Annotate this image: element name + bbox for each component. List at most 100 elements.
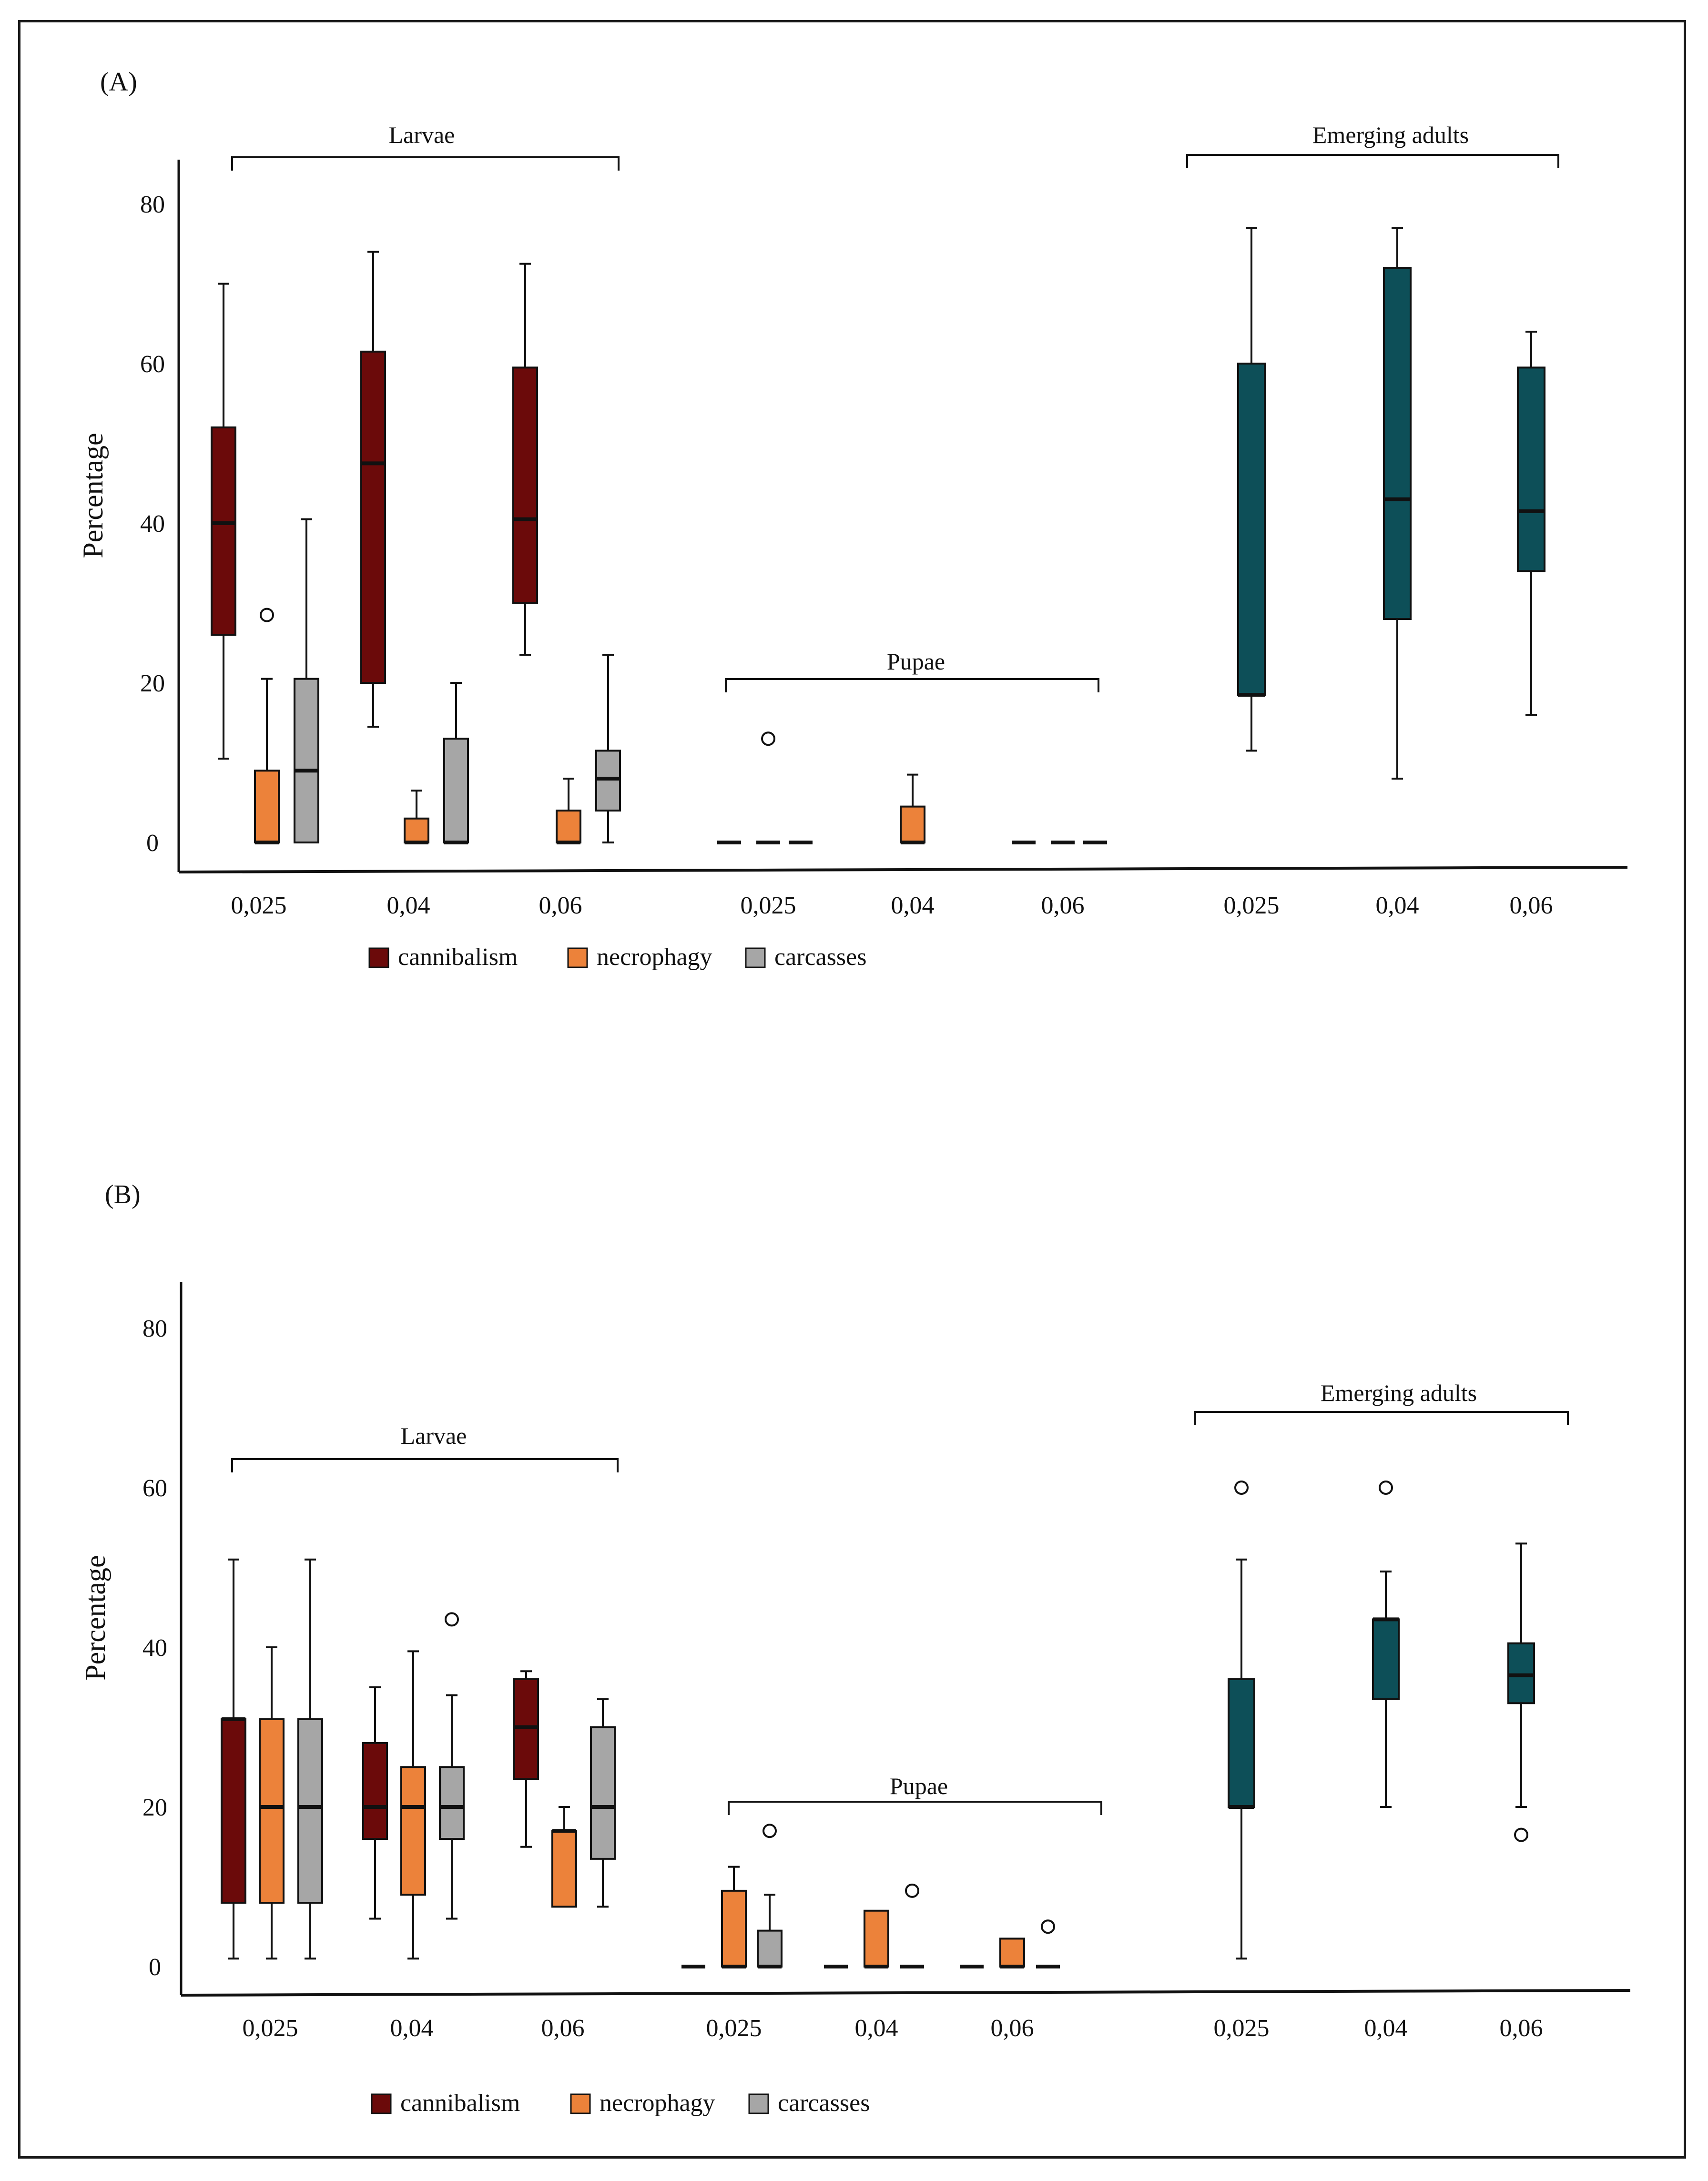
panel-a-y-tick-40: 40 bbox=[140, 510, 165, 538]
panel-a-larvae-necrophagy-2-box bbox=[556, 810, 581, 843]
panel-b-x-tick-0-1: 0,04 bbox=[390, 2015, 434, 2042]
panel-b-y-axis-label: Percentage bbox=[80, 1555, 111, 1680]
panel-a-bracket-0 bbox=[231, 156, 620, 171]
panel-b: (B) Percentage Larvae Pupae Emerging adu… bbox=[80, 1180, 1631, 2117]
panel-b-label: (B) bbox=[105, 1180, 141, 1209]
panel-b-pupae-necrophagy-2-box bbox=[999, 1938, 1025, 1968]
panel-a-larvae-label: Larvae bbox=[389, 122, 455, 148]
panel-a-larvae-necrophagy-0-box bbox=[254, 770, 280, 843]
panel-a-x-tick-1-1: 0,04 bbox=[891, 892, 935, 919]
panel-a-y-tick-80: 80 bbox=[140, 191, 165, 218]
panel-b-emerging-adults-adults-0-outlier-0 bbox=[1234, 1481, 1249, 1495]
panel-b-emerging-adults-adults-2-outlier-0 bbox=[1514, 1827, 1528, 1842]
panel-a-y-tick-0: 0 bbox=[146, 830, 159, 857]
panel-a-larvae-carcasses-0-box bbox=[294, 678, 319, 843]
panel-b-legend-swatch-necrophagy bbox=[570, 2093, 591, 2114]
panel-a-legend-swatch-carcasses bbox=[745, 947, 766, 968]
panel-a-pupae-label: Pupae bbox=[887, 648, 945, 675]
panel-a-larvae-carcasses-2-box bbox=[595, 750, 621, 812]
panel-b-legend-carcasses: carcasses bbox=[778, 2090, 870, 2117]
panel-a-x-tick-2-1: 0,04 bbox=[1376, 892, 1419, 919]
panel-a-legend-cannibalism: cannibalism bbox=[398, 943, 518, 971]
panel-b-adults-label: Emerging adults bbox=[1321, 1380, 1477, 1406]
panel-a-x-tick-2-2: 0,06 bbox=[1510, 892, 1553, 919]
panel-b-emerging-adults-adults-0-box bbox=[1228, 1678, 1255, 1808]
panel-b-legend-cannibalism: cannibalism bbox=[400, 2090, 520, 2117]
panel-a: (A) Percentage Larvae Pupae Emerging adu… bbox=[77, 67, 1628, 971]
panel-b-larvae-label: Larvae bbox=[401, 1422, 467, 1449]
panel-b-pupae-carcasses-2-outlier-0 bbox=[1041, 1919, 1055, 1934]
panel-a-pupae-necrophagy-1-box bbox=[900, 805, 925, 843]
panel-b-x-tick-1-1: 0,04 bbox=[855, 2015, 898, 2042]
panel-a-larvae-cannibalism-1-box bbox=[360, 350, 386, 684]
panel-a-x-tick-0-0: 0,025 bbox=[231, 892, 287, 919]
panel-a-emerging-adults-adults-0-box bbox=[1237, 363, 1266, 696]
panel-b-larvae-cannibalism-0-box bbox=[221, 1718, 246, 1904]
panel-b-emerging-adults-adults-2-box bbox=[1507, 1642, 1535, 1704]
panel-b-pupae-label: Pupae bbox=[890, 1773, 948, 1799]
panel-a-emerging-adults-adults-2-box bbox=[1517, 366, 1545, 572]
panel-a-x-tick-0-1: 0,04 bbox=[387, 892, 430, 919]
panel-b-pupae-necrophagy-0-box bbox=[721, 1889, 747, 1968]
panel-b-larvae-necrophagy-2-box bbox=[551, 1830, 577, 1908]
panel-b-x-axis bbox=[181, 1989, 1631, 1997]
panel-b-larvae-cannibalism-1-box bbox=[362, 1742, 388, 1840]
panel-a-legend-swatch-necrophagy bbox=[567, 947, 588, 968]
panel-a-bracket-2 bbox=[1186, 154, 1559, 168]
panel-b-emerging-adults-adults-1-outlier-0 bbox=[1379, 1481, 1393, 1495]
panel-b-x-tick-2-2: 0,06 bbox=[1500, 2015, 1543, 2042]
panel-b-pupae-necrophagy-1-box bbox=[864, 1909, 889, 1968]
panel-b-x-tick-0-0: 0,025 bbox=[243, 2015, 298, 2042]
panel-b-larvae-carcasses-0-box bbox=[297, 1718, 323, 1904]
panel-a-legend-carcasses: carcasses bbox=[774, 943, 866, 971]
panel-b-x-tick-2-1: 0,04 bbox=[1364, 2015, 1408, 2042]
panel-a-x-tick-1-0: 0,025 bbox=[741, 892, 796, 919]
panel-a-x-axis bbox=[178, 866, 1628, 873]
panel-b-pupae-carcasses-0-outlier-0 bbox=[762, 1824, 777, 1838]
panel-b-legend-swatch-cannibalism bbox=[371, 2093, 392, 2114]
panel-b-larvae-carcasses-2-box bbox=[590, 1726, 616, 1860]
panel-b-bracket-1 bbox=[728, 1801, 1102, 1815]
panel-b-y-tick-40: 40 bbox=[142, 1634, 167, 1662]
panel-b-y-tick-20: 20 bbox=[142, 1794, 167, 1821]
panel-b-bracket-0 bbox=[231, 1458, 619, 1472]
panel-a-y-tick-20: 20 bbox=[140, 670, 165, 697]
panel-b-x-tick-1-2: 0,06 bbox=[991, 2015, 1034, 2042]
panel-a-emerging-adults-adults-1-box bbox=[1383, 267, 1412, 620]
panel-a-x-tick-0-2: 0,06 bbox=[539, 892, 582, 919]
panel-a-x-tick-1-2: 0,06 bbox=[1041, 892, 1085, 919]
panel-b-emerging-adults-adults-1-box bbox=[1372, 1618, 1400, 1700]
panel-a-pupae-necrophagy-0-outlier-0 bbox=[761, 731, 775, 746]
panel-b-pupae-carcasses-0-box bbox=[757, 1929, 783, 1968]
panel-a-x-tick-2-0: 0,025 bbox=[1224, 892, 1280, 919]
panel-b-larvae-carcasses-1-outlier-0 bbox=[445, 1612, 459, 1627]
panel-b-pupae-carcasses-1-outlier-0 bbox=[905, 1883, 919, 1898]
panel-b-larvae-necrophagy-1-box bbox=[400, 1766, 426, 1896]
panel-b-x-tick-1-0: 0,025 bbox=[706, 2015, 762, 2042]
panel-a-larvae-carcasses-1-box bbox=[443, 738, 469, 843]
panel-b-y-tick-0: 0 bbox=[149, 1954, 161, 1981]
panel-a-legend-necrophagy: necrophagy bbox=[597, 943, 712, 971]
panel-b-larvae-carcasses-1-box bbox=[439, 1766, 465, 1840]
panel-a-larvae-necrophagy-1-box bbox=[404, 817, 429, 843]
panel-b-larvae-cannibalism-2-box bbox=[513, 1678, 539, 1780]
panel-b-legend-necrophagy: necrophagy bbox=[600, 2090, 715, 2117]
panel-a-label: (A) bbox=[100, 67, 137, 97]
panel-b-larvae-necrophagy-0-box bbox=[259, 1718, 285, 1904]
panel-b-bracket-2 bbox=[1194, 1411, 1569, 1425]
panel-b-x-tick-0-2: 0,06 bbox=[541, 2015, 585, 2042]
panel-a-larvae-necrophagy-0-outlier-0 bbox=[260, 608, 274, 622]
panel-a-larvae-cannibalism-2-box bbox=[512, 366, 538, 604]
panel-a-y-tick-60: 60 bbox=[140, 351, 165, 378]
panel-a-legend-swatch-cannibalism bbox=[368, 947, 389, 968]
panel-b-x-tick-2-0: 0,025 bbox=[1214, 2015, 1270, 2042]
panel-b-y-tick-80: 80 bbox=[142, 1315, 167, 1342]
panel-a-y-axis-label: Percentage bbox=[77, 433, 109, 558]
panel-a-bracket-1 bbox=[725, 678, 1099, 692]
figure-frame bbox=[18, 20, 1686, 2159]
panel-a-adults-label: Emerging adults bbox=[1312, 122, 1469, 148]
panel-b-legend-swatch-carcasses bbox=[748, 2093, 769, 2114]
panel-a-larvae-cannibalism-0-box bbox=[211, 426, 236, 636]
panel-b-y-tick-60: 60 bbox=[142, 1475, 167, 1502]
